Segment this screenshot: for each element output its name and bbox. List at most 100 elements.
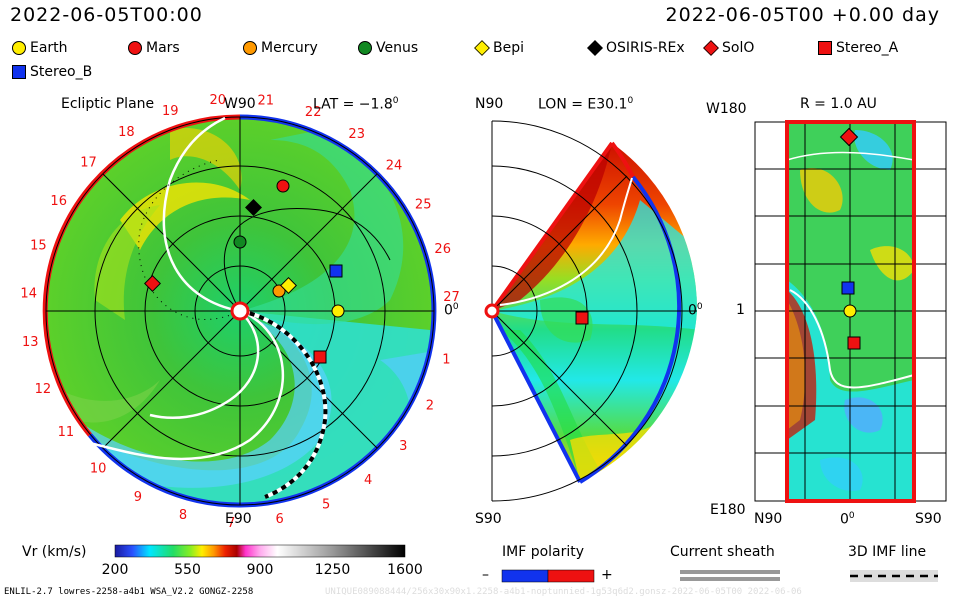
carrington-label: 16 <box>50 194 67 209</box>
colorbar-label: Vr (km/s) <box>22 544 87 560</box>
legend-label: Stereo_A <box>836 40 899 56</box>
legend-label: Earth <box>30 40 68 56</box>
left-timestamp: 2022-06-05T00:00 <box>10 4 203 26</box>
carrington-label: 22 <box>305 105 322 120</box>
carrington-label: 15 <box>30 239 47 254</box>
map-solo-marker <box>839 127 859 147</box>
colorbar-tick-label: 1600 <box>387 562 423 578</box>
imf-negative-swatch <box>501 569 549 583</box>
circle-icon <box>358 41 372 55</box>
imf-positive-swatch <box>547 569 595 583</box>
lon-label: LON = E30.10 <box>538 96 634 113</box>
right-timestamp: 2022-06-05T00 +0.00 day <box>665 4 940 26</box>
legend-item-earth: Earth <box>12 40 68 56</box>
carrington-label: 6 <box>276 512 284 527</box>
legend-label: Bepi <box>493 40 524 56</box>
e180-label: E180 <box>710 502 746 518</box>
stereo-a-marker <box>313 350 327 364</box>
colorbar-tick-label: 900 <box>246 562 274 578</box>
legend-label: Mercury <box>261 40 318 56</box>
meridional-zero-label: 00 <box>688 302 703 319</box>
carrington-label: 7 <box>227 516 235 531</box>
meridional-stereo-a <box>575 311 589 325</box>
legend-label: Venus <box>376 40 419 56</box>
wedge-edge-bottom <box>490 310 582 483</box>
sheath-swatch-bottom <box>680 577 780 581</box>
carrington-label: 27 <box>443 290 460 305</box>
venus-marker <box>233 235 247 249</box>
footer-run-id: UNIQUE089088444/256x30x90x1.2258-a4b1-no… <box>325 587 802 597</box>
carrington-label: 14 <box>20 286 37 301</box>
carrington-label: 24 <box>386 158 403 173</box>
carrington-label: 20 <box>210 93 227 108</box>
legend-item-mercury: Mercury <box>243 40 318 56</box>
legend-item-venus: Venus <box>358 40 418 56</box>
carrington-label: 12 <box>35 382 52 397</box>
current-sheath-lines <box>74 116 285 461</box>
colorbar-tick-label: 200 <box>101 562 129 578</box>
sun-marker <box>230 301 250 321</box>
map-sheath <box>789 289 915 389</box>
solar-wind-field <box>46 128 434 505</box>
footer-model-info: ENLIL-2.7 lowres-2258-a4b1 WSA_V2.2 GONG… <box>4 587 254 597</box>
legend-item-bepi: Bepi <box>474 40 524 56</box>
map-one-label: 1 <box>736 302 745 318</box>
wedge-edge-top <box>490 141 614 313</box>
carrington-label: 8 <box>179 508 187 523</box>
colorbar-tick-label: 550 <box>174 562 201 578</box>
mercury-marker <box>272 284 286 298</box>
carrington-label: 1 <box>442 352 450 367</box>
bepi-marker <box>280 277 297 294</box>
ecliptic-zero-label: 00 <box>444 302 459 319</box>
meridional-sun <box>484 303 500 319</box>
mars-marker <box>276 179 290 193</box>
carrington-label: 19 <box>162 104 179 119</box>
square-icon <box>12 65 26 79</box>
w180-label: W180 <box>706 101 747 117</box>
map-zero-label: 00 <box>840 511 855 528</box>
colorbar-tick-label: 1250 <box>314 562 351 578</box>
earth-marker <box>331 304 345 318</box>
legend-item-solo: SolO <box>703 40 755 56</box>
legend-label: OSIRIS-REx <box>606 40 685 56</box>
carrington-label: 5 <box>322 498 330 513</box>
current-sheath-title: Current sheath <box>670 544 775 560</box>
carrington-label: 25 <box>415 197 432 212</box>
carrington-label: 3 <box>399 439 407 454</box>
legend-label: SolO <box>722 40 755 56</box>
map-sheath-top <box>786 151 915 161</box>
imf-minus-label: – <box>482 567 489 583</box>
meridional-panel <box>484 120 698 502</box>
carrington-label: 10 <box>90 462 107 477</box>
meridional-sheath <box>499 177 633 306</box>
carrington-label: 17 <box>80 156 97 171</box>
imf-spiral-inner <box>223 208 391 312</box>
map-n90-label: N90 <box>754 511 783 527</box>
stereo-b-marker <box>329 264 343 278</box>
meridional-grid <box>491 120 697 502</box>
carrington-label: 21 <box>258 94 275 109</box>
carrington-label: 18 <box>118 125 135 140</box>
w90-label: W90 <box>224 96 256 112</box>
carrington-label: 4 <box>364 473 372 488</box>
square-icon <box>818 41 832 55</box>
legend-item-mars: Mars <box>128 40 180 56</box>
circle-icon <box>128 41 142 55</box>
carrington-label: 13 <box>22 335 39 350</box>
map-stereo-b-marker <box>841 281 855 295</box>
legend-label: Mars <box>146 40 180 56</box>
legend-item-stereo-a: Stereo_A <box>818 40 898 56</box>
legend-item-osiris-rex: OSIRIS-REx <box>587 40 685 56</box>
solo-marker <box>144 275 161 292</box>
wedge-blue-arc <box>578 175 682 484</box>
osiris-rex-marker <box>245 199 262 216</box>
r-label: R = 1.0 AU <box>800 96 877 112</box>
imf-line-title: 3D IMF line <box>848 544 927 560</box>
sheath-swatch-top <box>680 570 780 574</box>
ecliptic-title: Ecliptic Plane <box>61 96 155 112</box>
map-s90-label: S90 <box>915 511 942 527</box>
circle-icon <box>12 41 26 55</box>
carrington-label: 11 <box>58 425 75 440</box>
carrington-label: 2 <box>426 398 434 413</box>
